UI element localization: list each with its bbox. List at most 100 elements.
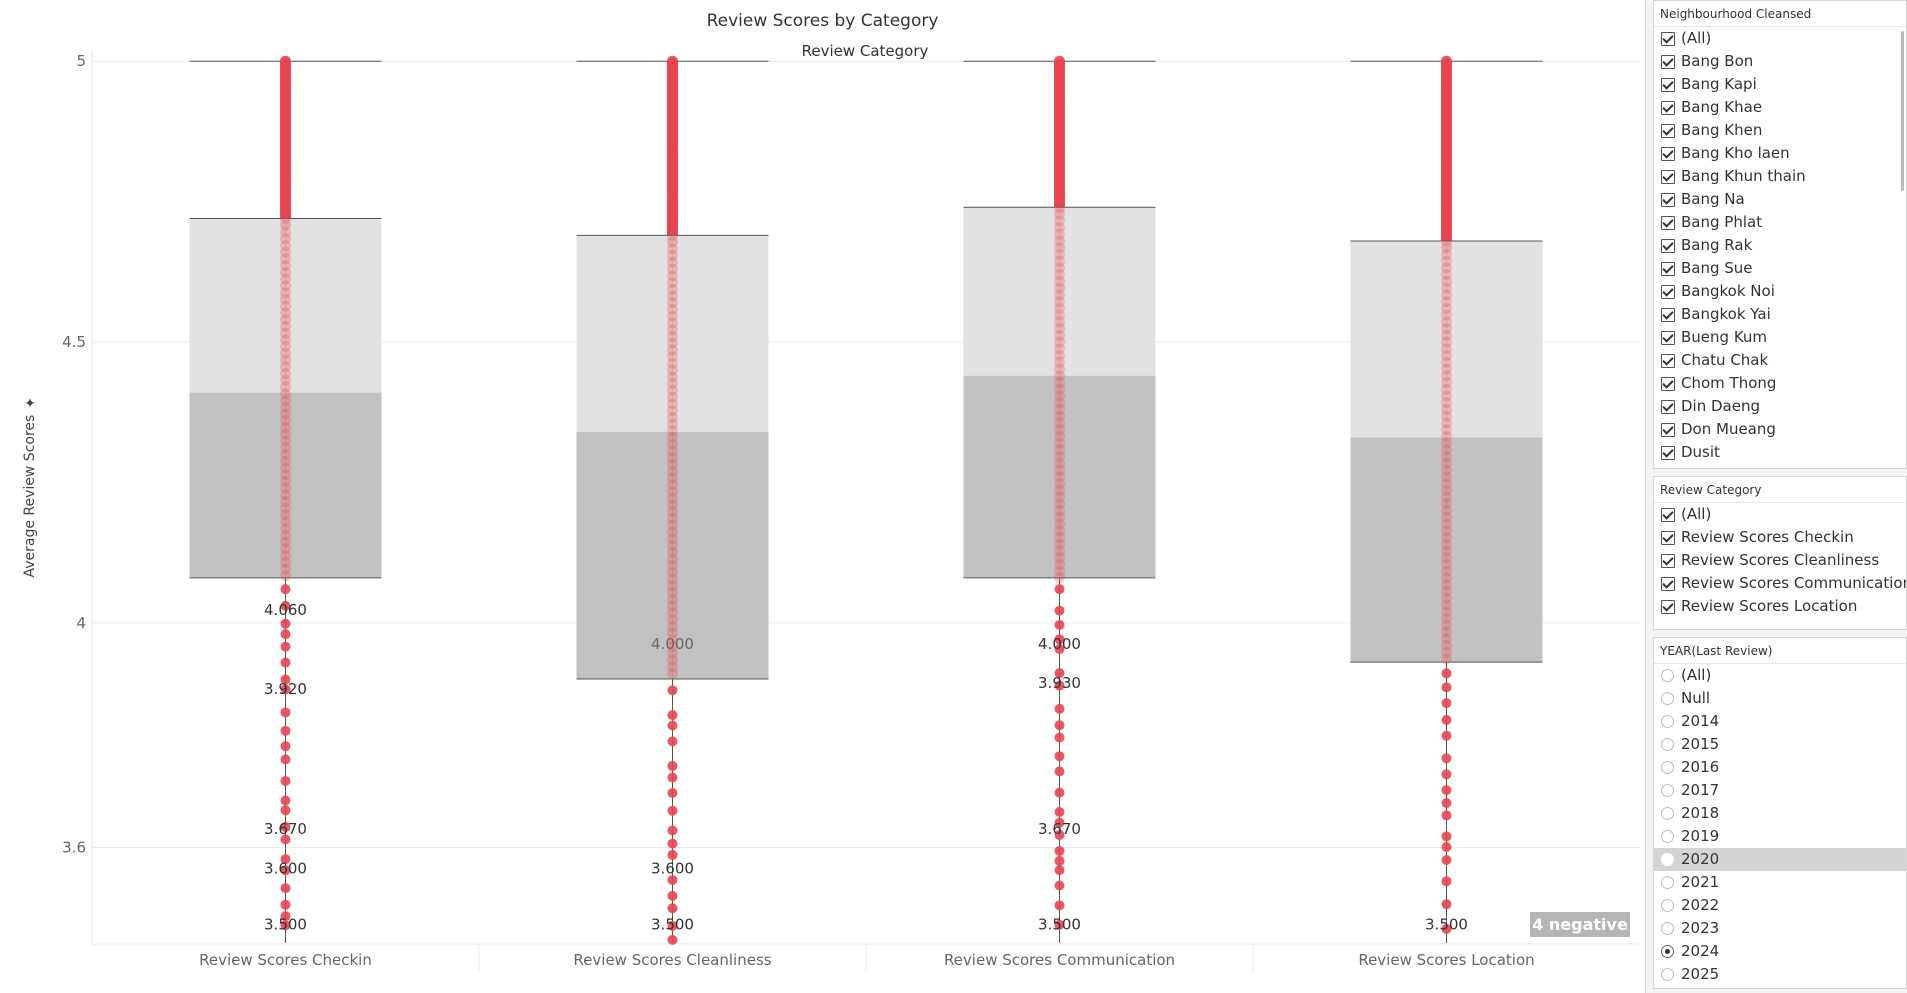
filter-option-dusit[interactable]: Dusit [1654, 441, 1906, 464]
data-point [667, 533, 678, 545]
year-option-2024[interactable]: 2024 [1654, 940, 1906, 963]
checkbox-checked-icon[interactable] [1661, 32, 1675, 46]
checkbox-checked-icon[interactable] [1661, 262, 1675, 276]
data-point [280, 415, 291, 427]
filter-option-bang-na[interactable]: Bang Na [1654, 188, 1906, 211]
checkbox-checked-icon[interactable] [1661, 216, 1675, 230]
checkbox-checked-icon[interactable] [1661, 423, 1675, 437]
year-option-2016[interactable]: 2016 [1654, 756, 1906, 779]
filter-option-din-daeng[interactable]: Din Daeng [1654, 395, 1906, 418]
filter-option-bang-khen[interactable]: Bang Khen [1654, 119, 1906, 142]
checkbox-checked-icon[interactable] [1661, 78, 1675, 92]
filter-option-bang-sue[interactable]: Bang Sue [1654, 257, 1906, 280]
radio-unselected-icon[interactable] [1661, 669, 1674, 682]
checkbox-checked-icon[interactable] [1661, 577, 1675, 591]
checkbox-checked-icon[interactable] [1661, 377, 1675, 391]
filter-option-review-scores-communication[interactable]: Review Scores Communication [1654, 572, 1906, 595]
year-option-2023[interactable]: 2023 [1654, 917, 1906, 940]
year-option-2014[interactable]: 2014 [1654, 710, 1906, 733]
checkbox-checked-icon[interactable] [1661, 508, 1675, 522]
year-option-2018[interactable]: 2018 [1654, 802, 1906, 825]
filter-option-bang-rak[interactable]: Bang Rak [1654, 234, 1906, 257]
checkbox-checked-icon[interactable] [1661, 193, 1675, 207]
data-point [280, 834, 291, 845]
checkbox-checked-icon[interactable] [1661, 101, 1675, 115]
data-point [1054, 430, 1065, 442]
filter-option-bang-khun-thain[interactable]: Bang Khun thain [1654, 165, 1906, 188]
filter-option-label: Bang Kapi [1681, 75, 1757, 93]
checkbox-checked-icon[interactable] [1661, 400, 1675, 414]
data-point [667, 640, 678, 652]
data-label: 3.920 [264, 680, 307, 698]
filter-option-don-mueang[interactable]: Don Mueang [1654, 418, 1906, 441]
checkbox-checked-icon[interactable] [1661, 531, 1675, 545]
filter-option-all[interactable]: (All) [1654, 503, 1906, 526]
radio-selected-icon[interactable] [1661, 945, 1674, 958]
filter-option-all[interactable]: (All) [1654, 27, 1906, 50]
year-option-2015[interactable]: 2015 [1654, 733, 1906, 756]
checkbox-checked-icon[interactable] [1661, 285, 1675, 299]
data-point [1441, 343, 1452, 355]
filter-option-bangkok-yai[interactable]: Bangkok Yai [1654, 303, 1906, 326]
radio-unselected-icon[interactable] [1661, 715, 1674, 728]
filter-option-chom-thong[interactable]: Chom Thong [1654, 372, 1906, 395]
data-point [1441, 424, 1452, 436]
checkbox-checked-icon[interactable] [1661, 170, 1675, 184]
data-point [1054, 505, 1065, 517]
neighbourhood-scrollbar[interactable] [1901, 31, 1904, 191]
filter-option-bang-phlat[interactable]: Bang Phlat [1654, 211, 1906, 234]
data-point [280, 314, 291, 326]
data-point [667, 920, 678, 931]
year-option-2021[interactable]: 2021 [1654, 871, 1906, 894]
radio-unselected-icon[interactable] [1661, 738, 1674, 751]
filter-option-bang-kapi[interactable]: Bang Kapi [1654, 73, 1906, 96]
checkbox-checked-icon[interactable] [1661, 554, 1675, 568]
checkbox-checked-icon[interactable] [1661, 600, 1675, 614]
data-point [280, 266, 291, 278]
data-point [280, 523, 291, 535]
year-option-2020[interactable]: 2020 [1654, 848, 1906, 871]
data-point [280, 725, 291, 736]
filter-option-bang-bon[interactable]: Bang Bon [1654, 50, 1906, 73]
filter-option-review-scores-cleanliness[interactable]: Review Scores Cleanliness [1654, 549, 1906, 572]
data-point [667, 539, 678, 551]
radio-unselected-icon[interactable] [1661, 807, 1674, 820]
year-option-2017[interactable]: 2017 [1654, 779, 1906, 802]
year-option-all[interactable]: (All) [1654, 664, 1906, 687]
radio-unselected-icon[interactable] [1661, 692, 1674, 705]
checkbox-checked-icon[interactable] [1661, 331, 1675, 345]
radio-unselected-icon[interactable] [1661, 922, 1674, 935]
radio-unselected-icon[interactable] [1661, 853, 1674, 866]
checkbox-checked-icon[interactable] [1661, 239, 1675, 253]
checkbox-checked-icon[interactable] [1661, 354, 1675, 368]
checkbox-checked-icon[interactable] [1661, 147, 1675, 161]
checkbox-checked-icon[interactable] [1661, 124, 1675, 138]
radio-unselected-icon[interactable] [1661, 968, 1674, 981]
year-option-2022[interactable]: 2022 [1654, 894, 1906, 917]
filter-option-bangkok-noi[interactable]: Bangkok Noi [1654, 280, 1906, 303]
data-point [280, 307, 291, 319]
negative-values-badge[interactable]: 4 negative [1530, 912, 1630, 937]
filter-option-bang-kho-laen[interactable]: Bang Kho laen [1654, 142, 1906, 165]
year-option-2025[interactable]: 2025 [1654, 963, 1906, 986]
data-point [667, 256, 678, 268]
radio-unselected-icon[interactable] [1661, 784, 1674, 797]
radio-unselected-icon[interactable] [1661, 899, 1674, 912]
year-option-null[interactable]: Null [1654, 687, 1906, 710]
checkbox-checked-icon[interactable] [1661, 308, 1675, 322]
data-point [1441, 451, 1452, 463]
filter-option-bang-khae[interactable]: Bang Khae [1654, 96, 1906, 119]
radio-unselected-icon[interactable] [1661, 876, 1674, 889]
checkbox-checked-icon[interactable] [1661, 55, 1675, 69]
checkbox-checked-icon[interactable] [1661, 446, 1675, 460]
filter-option-review-scores-checkin[interactable]: Review Scores Checkin [1654, 526, 1906, 549]
data-point [280, 600, 291, 611]
data-point [280, 388, 291, 400]
filter-option-bueng-kum[interactable]: Bueng Kum [1654, 326, 1906, 349]
year-option-2019[interactable]: 2019 [1654, 825, 1906, 848]
radio-unselected-icon[interactable] [1661, 761, 1674, 774]
filter-option-chatu-chak[interactable]: Chatu Chak [1654, 349, 1906, 372]
filter-option-review-scores-location[interactable]: Review Scores Location [1654, 595, 1906, 618]
radio-unselected-icon[interactable] [1661, 830, 1674, 843]
data-point [1054, 451, 1065, 463]
